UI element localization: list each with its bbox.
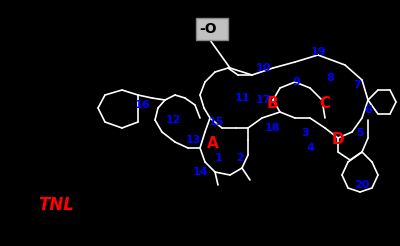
Text: 11: 11 [234,93,250,103]
Text: 20: 20 [354,180,370,190]
Text: 2: 2 [236,153,244,163]
Text: 18: 18 [264,123,280,133]
Text: 10: 10 [255,63,271,73]
Text: 7: 7 [353,80,361,90]
Text: 13: 13 [185,135,201,145]
Text: 19: 19 [310,47,326,57]
Text: TNL: TNL [38,196,74,214]
Text: 16: 16 [135,100,151,110]
Text: 1: 1 [215,153,223,163]
Text: A: A [207,136,219,151]
Text: 14: 14 [192,167,208,177]
Text: 17: 17 [255,95,271,105]
Text: C: C [320,95,330,110]
Text: 3: 3 [301,128,309,138]
Text: 12: 12 [165,115,181,125]
Text: 6: 6 [364,105,372,115]
Text: 15: 15 [208,117,224,127]
FancyBboxPatch shape [196,18,228,40]
Text: -O: -O [199,22,217,36]
Text: 5: 5 [356,128,364,138]
Text: 9: 9 [292,77,300,87]
Text: B: B [266,95,278,110]
Text: 4: 4 [306,143,314,153]
Text: D: D [332,133,344,148]
Text: 8: 8 [326,73,334,83]
